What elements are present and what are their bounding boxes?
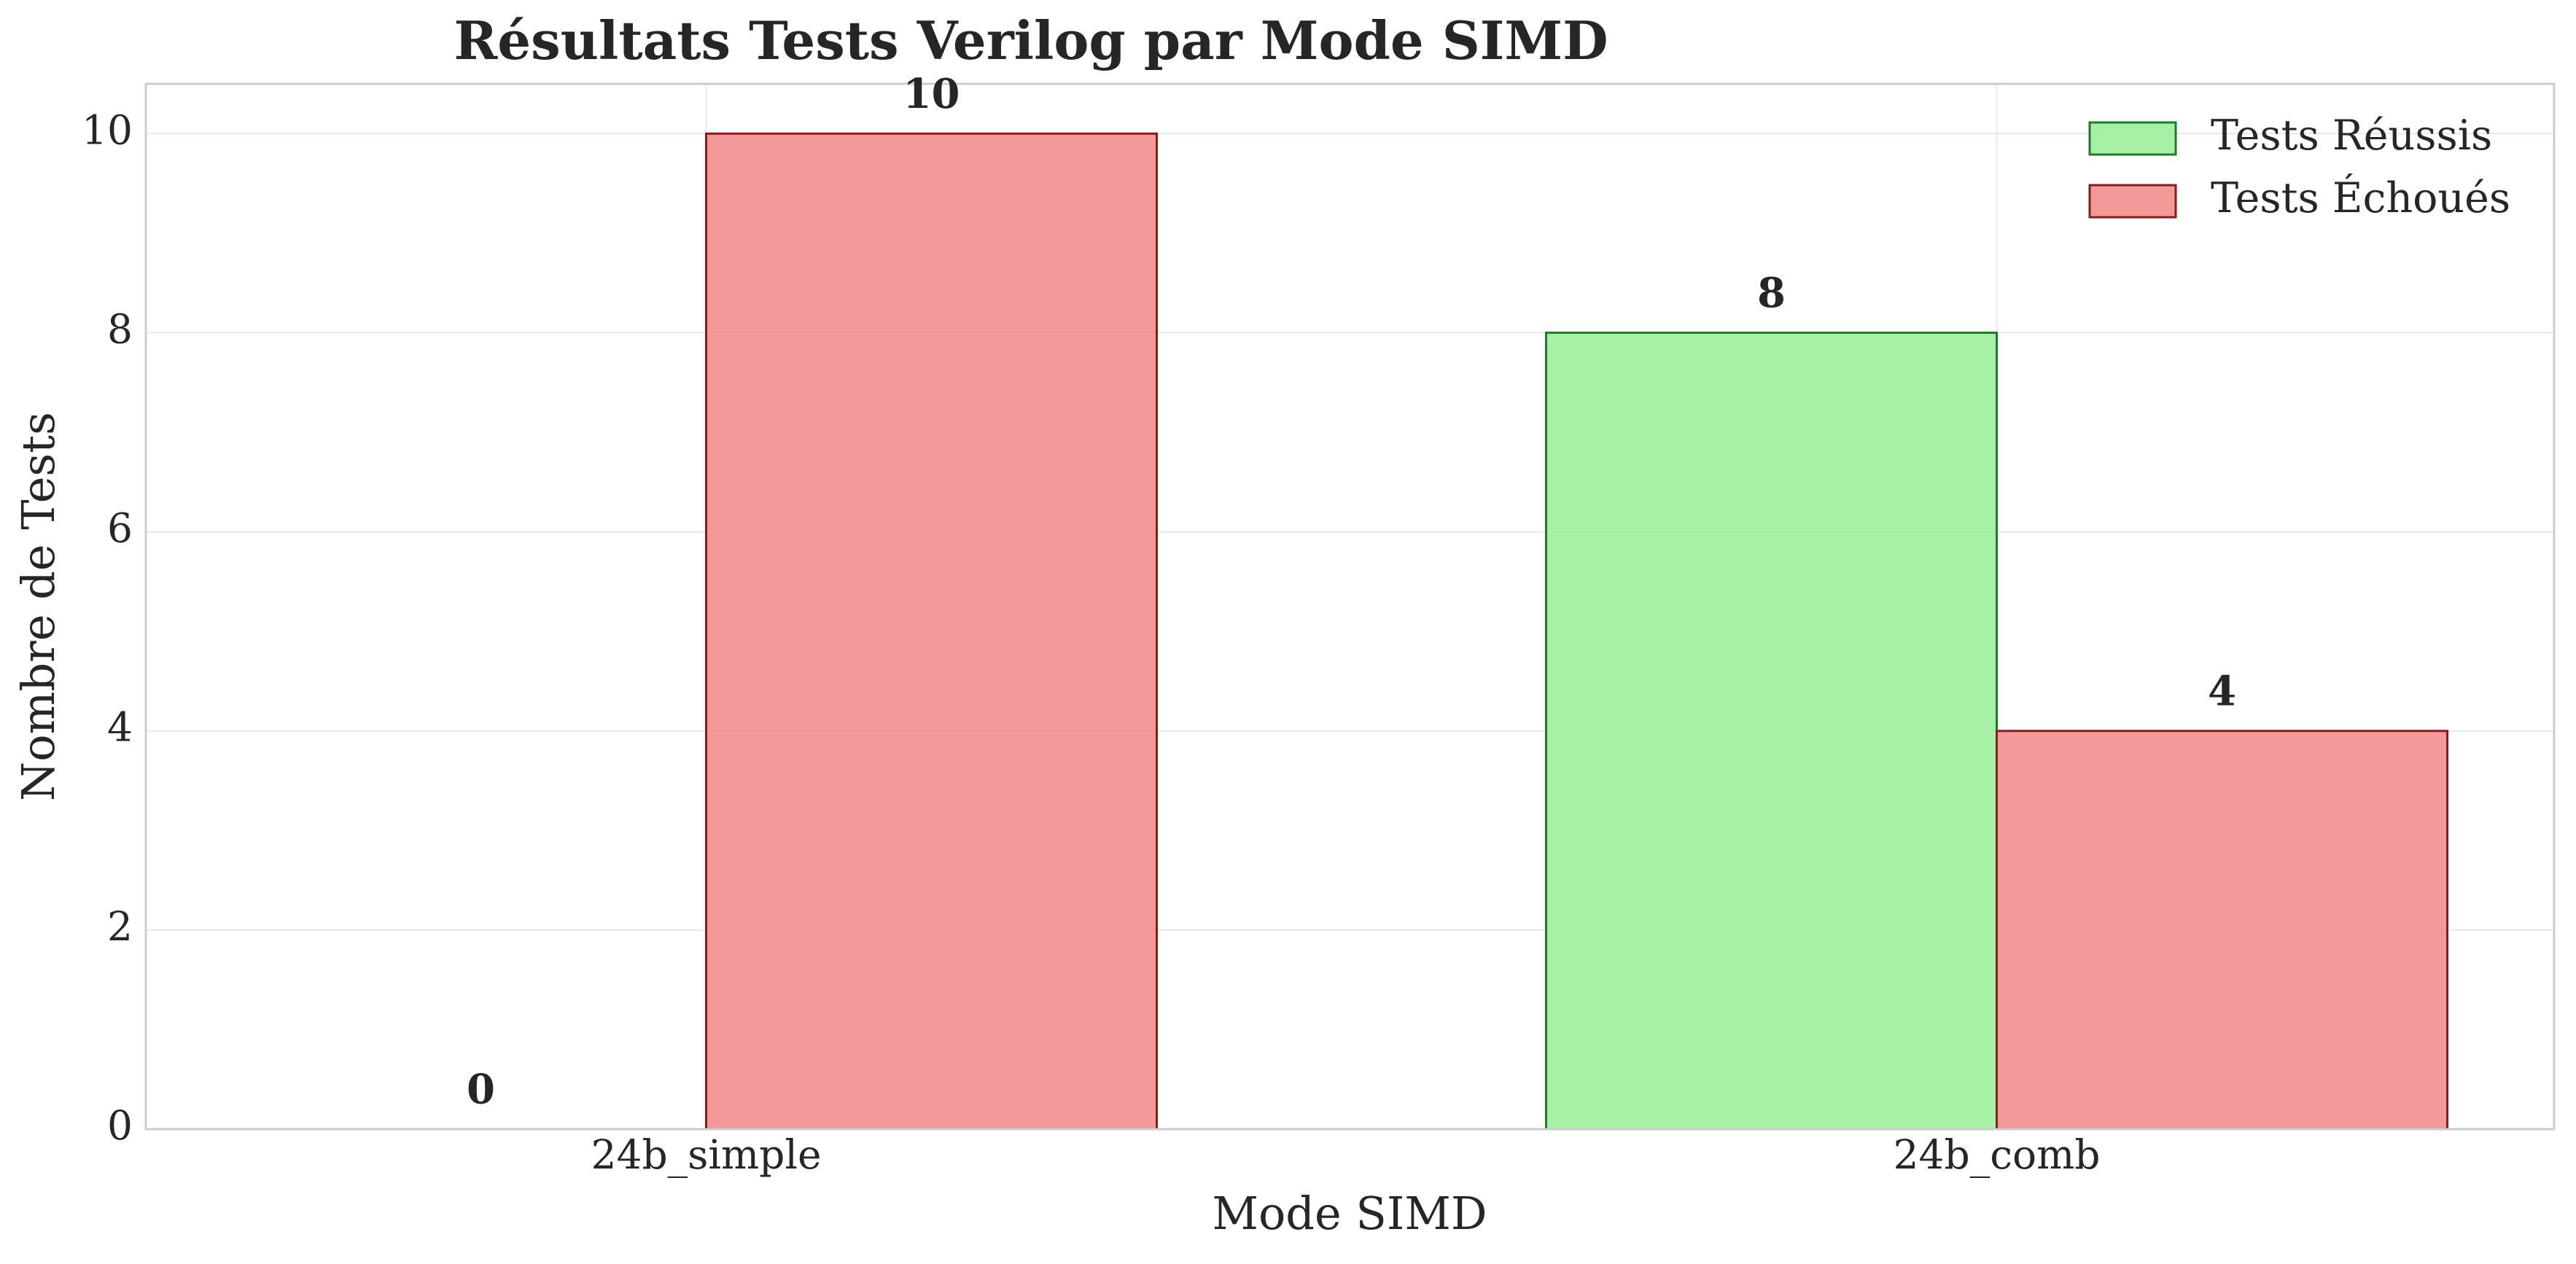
bar-failed-24b-comb <box>1996 730 2448 1131</box>
legend-label: Tests Échoués <box>2211 173 2510 222</box>
y-tick-label: 4 <box>107 704 133 751</box>
x-axis-label: Mode SIMD <box>1212 1187 1487 1240</box>
legend-swatch <box>2088 121 2177 156</box>
legend-label: Tests Réussis <box>2211 112 2492 160</box>
data-label: 8 <box>1757 269 1786 317</box>
data-label: 0 <box>467 1066 495 1114</box>
x-tick-label: 24b_comb <box>1894 1131 2101 1178</box>
bar-failed-24b-simple <box>705 132 1158 1131</box>
y-tick-label: 10 <box>82 106 133 153</box>
data-label: 4 <box>2208 667 2236 715</box>
chart-title: Résultats Tests Verilog par Mode SIMD <box>454 9 1608 71</box>
data-label: 10 <box>903 70 960 118</box>
x-tick-label: 24b_simple <box>591 1131 821 1178</box>
plot-frame <box>144 82 2556 1131</box>
legend-swatch <box>2088 184 2177 219</box>
y-tick-label: 6 <box>107 505 133 552</box>
legend: Tests Réussis Tests Échoués <box>2088 112 2510 222</box>
ticks: 0 2 4 6 8 10 24b_simple 24b_comb <box>82 106 2100 1178</box>
data-labels: 0 10 8 4 <box>467 70 2236 1114</box>
bar-passed-24b-comb <box>1545 331 1998 1131</box>
y-tick-label: 0 <box>107 1102 133 1149</box>
bars <box>705 132 2448 1131</box>
y-tick-label: 2 <box>107 903 133 950</box>
y-tick-label: 8 <box>107 305 133 352</box>
y-axis-label: Nombre de Tests <box>12 412 65 801</box>
